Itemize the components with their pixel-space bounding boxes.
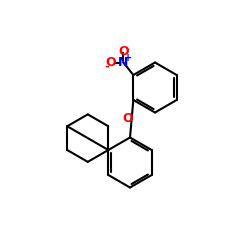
- Text: -: -: [105, 62, 110, 72]
- Text: N: N: [118, 56, 128, 69]
- Text: O: O: [118, 45, 129, 58]
- Text: O: O: [122, 112, 133, 125]
- Text: O: O: [106, 56, 116, 69]
- Text: +: +: [124, 53, 132, 63]
